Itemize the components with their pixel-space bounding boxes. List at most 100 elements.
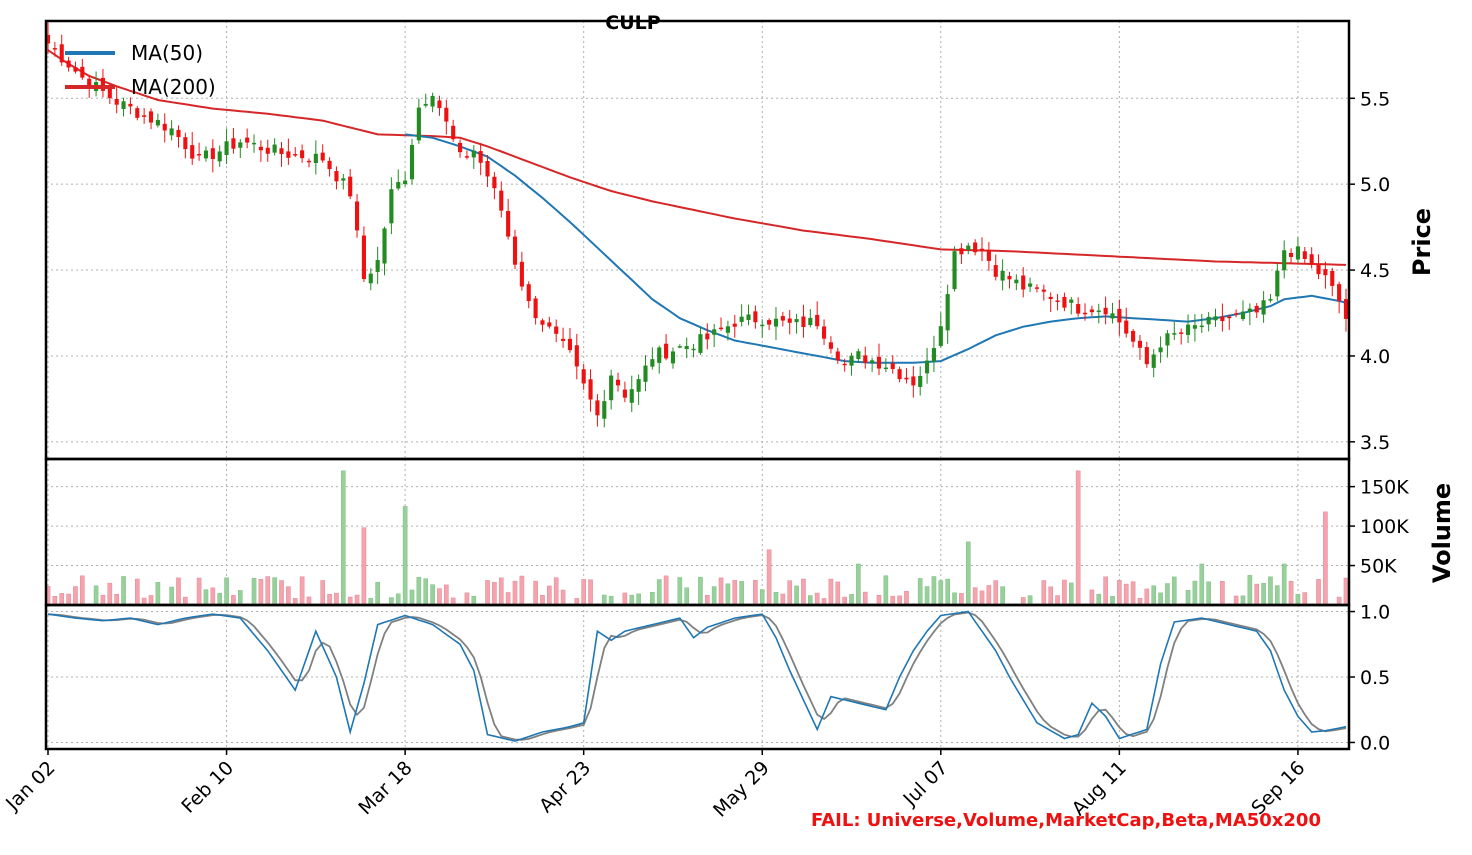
candle-body bbox=[773, 318, 779, 327]
candle-body bbox=[870, 360, 875, 363]
volume-bar bbox=[883, 575, 889, 606]
candle-body bbox=[1048, 296, 1053, 300]
candle-body bbox=[938, 326, 943, 346]
volume-bar bbox=[1281, 563, 1287, 606]
candle-body bbox=[842, 363, 847, 366]
volume-bar bbox=[979, 590, 985, 606]
candle-body bbox=[698, 334, 703, 353]
candle-body bbox=[622, 389, 627, 398]
volume-bar bbox=[835, 581, 841, 606]
candle-body bbox=[1014, 279, 1019, 284]
volume-bar bbox=[471, 595, 477, 606]
candle-body bbox=[162, 123, 167, 131]
candle-body bbox=[300, 150, 305, 159]
ma200-line bbox=[47, 49, 1347, 266]
volume-bar bbox=[423, 578, 429, 606]
volume-bar bbox=[856, 563, 861, 606]
candle-body bbox=[1288, 253, 1294, 257]
candle-body bbox=[979, 248, 985, 251]
candle-body bbox=[203, 150, 209, 159]
volume-bar bbox=[1041, 580, 1047, 606]
x-tick-label: Jan 02 bbox=[1, 757, 59, 815]
volume-bar bbox=[766, 549, 772, 606]
candle-body bbox=[272, 144, 277, 153]
candle-body bbox=[615, 379, 621, 386]
candle-body bbox=[492, 176, 497, 189]
candle-body bbox=[1254, 305, 1259, 313]
volume-bar bbox=[1062, 579, 1067, 606]
candle-body bbox=[1192, 325, 1197, 329]
volume-bar bbox=[59, 593, 65, 606]
volume-bar bbox=[134, 578, 140, 606]
volume-bar bbox=[286, 586, 291, 606]
volume-bar bbox=[540, 594, 545, 606]
candle-body bbox=[100, 77, 106, 91]
candle-body bbox=[808, 317, 813, 326]
candle-body bbox=[1268, 299, 1273, 301]
candle-body bbox=[526, 284, 531, 302]
volume-bar bbox=[430, 584, 435, 606]
volume-bar bbox=[1103, 576, 1108, 606]
candle-body bbox=[389, 189, 394, 224]
candle-body bbox=[1007, 275, 1012, 280]
volume-bar bbox=[402, 506, 408, 606]
candle-body bbox=[1041, 289, 1046, 292]
volume-bar bbox=[1096, 593, 1102, 606]
candle-body bbox=[780, 316, 785, 321]
candle-body bbox=[1028, 283, 1033, 287]
candle-body bbox=[197, 153, 202, 156]
volume-bar bbox=[265, 576, 271, 606]
candle-body bbox=[66, 60, 71, 68]
candle-body bbox=[643, 365, 648, 382]
candle-body bbox=[1213, 316, 1218, 321]
candle-body bbox=[533, 298, 538, 319]
stoch-tick-label: 0.0 bbox=[1360, 732, 1390, 754]
candle-body bbox=[114, 98, 119, 105]
candle-body bbox=[849, 355, 854, 366]
volume-bar bbox=[622, 592, 628, 606]
volume-tick-label: 50K bbox=[1360, 556, 1397, 578]
volume-bar bbox=[251, 577, 257, 606]
volume-bar bbox=[1275, 585, 1280, 606]
candle-body bbox=[554, 326, 559, 334]
volume-bar bbox=[73, 586, 78, 606]
candle-body bbox=[1199, 325, 1204, 328]
candle-body bbox=[1165, 333, 1170, 346]
volume-bar bbox=[547, 585, 552, 606]
volume-bar bbox=[1055, 595, 1060, 606]
candle-body bbox=[451, 125, 456, 140]
candle-body bbox=[409, 145, 415, 180]
candle-body bbox=[306, 160, 312, 163]
candle-body bbox=[1110, 313, 1115, 319]
volume-bar bbox=[787, 580, 793, 606]
volume-bar bbox=[1192, 580, 1198, 606]
candle-body bbox=[1089, 309, 1094, 313]
candle-body bbox=[684, 346, 689, 349]
volume-bar bbox=[272, 577, 277, 606]
candle-body bbox=[423, 103, 428, 106]
candle-body bbox=[437, 100, 442, 109]
candle-body bbox=[1062, 296, 1067, 308]
candle-body bbox=[458, 142, 463, 153]
candle-body bbox=[354, 201, 360, 231]
candle-body bbox=[265, 147, 270, 154]
candle-body bbox=[238, 142, 243, 148]
volume-bar bbox=[492, 581, 497, 606]
candle-body bbox=[327, 160, 332, 170]
candle-body bbox=[183, 137, 188, 150]
volume-bar bbox=[224, 577, 229, 606]
volume-bar bbox=[217, 593, 223, 606]
volume-bar bbox=[444, 584, 449, 606]
candle-body bbox=[87, 78, 92, 89]
candle-body bbox=[883, 367, 888, 370]
volume-bars-layer bbox=[45, 470, 1349, 606]
candle-body bbox=[1131, 330, 1136, 342]
candle-body bbox=[588, 379, 593, 400]
candle-body bbox=[169, 128, 174, 136]
volume-bar bbox=[801, 578, 806, 606]
candle-body bbox=[512, 236, 518, 265]
volume-bar bbox=[1261, 582, 1266, 606]
volume-bar bbox=[608, 595, 614, 606]
candle-body bbox=[107, 87, 112, 99]
candle-body bbox=[794, 319, 799, 323]
